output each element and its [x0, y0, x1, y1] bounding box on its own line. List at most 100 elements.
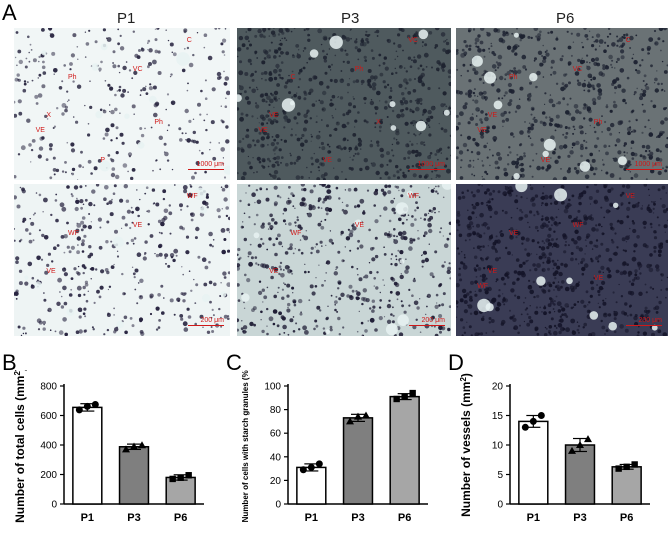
y-axis-label-text: Number of vessels (mm: [459, 382, 473, 517]
micrograph-label: VE: [625, 193, 635, 201]
x-tick-label: P3: [351, 512, 364, 524]
y-tick-label: 0: [51, 500, 57, 511]
bar-p1: [296, 466, 327, 505]
data-point-triangle: [576, 441, 584, 448]
micrograph-label: C: [625, 37, 631, 45]
data-point-square: [177, 474, 184, 481]
bar-chart-vessels: 0 5 10 15 20 P1 P3 P6 Number of vessels (mm2): [459, 373, 650, 524]
micrograph-label: WF: [68, 229, 79, 237]
micrograph-label: VE: [132, 222, 143, 229]
micrograph-label: VE: [487, 111, 498, 119]
x-tick-label: P3: [127, 512, 140, 524]
data-point-triangle: [362, 411, 370, 419]
y-tick-label: 5: [497, 470, 503, 481]
data-point-square: [401, 393, 408, 400]
y-tick-label: 60: [270, 429, 282, 440]
micrograph-label: VE: [258, 126, 268, 134]
data-point-square: [393, 395, 400, 403]
data-point-triangle: [568, 446, 576, 454]
x-tick-label: P1: [527, 512, 540, 524]
bar-p3: [342, 417, 374, 505]
scale-label: 200 μm: [638, 317, 663, 324]
micrograph-label: VE: [593, 275, 604, 283]
y-axis-label-text: Number of cells with starch granules (%): [241, 370, 250, 522]
column-title-p1: P1: [117, 10, 136, 27]
y-tick-label: 10: [492, 441, 504, 452]
scale-bar: [188, 169, 224, 170]
micrograph-label: Ph: [354, 66, 364, 73]
micrograph-label: VE: [540, 157, 551, 165]
data-point-triangle: [122, 445, 130, 453]
y-axis-label-close: ): [13, 370, 27, 371]
y-tick-label: 800: [40, 382, 57, 393]
micrograph-label: WF: [290, 229, 302, 237]
y-axis-label: Number of vessels (mm2): [459, 373, 473, 517]
scale-label: 200 μm: [200, 317, 225, 324]
micrograph-label: P: [100, 157, 106, 165]
micrograph-top-p1: C VC Ph X VE Ph P 1000 μm: [14, 28, 230, 180]
y-tick-label: 200: [40, 470, 57, 481]
bar-chart-starch-granules: 0 20 40 60 80 100 P1 P3 P6 Number of cells with s…: [241, 370, 428, 524]
micrograph-label: VE: [354, 222, 365, 229]
data-point-square: [185, 472, 192, 479]
micrograph-label: Ph: [154, 119, 163, 127]
data-point-square: [615, 465, 622, 472]
data-point-circle: [75, 406, 83, 414]
column-title-p3: P3: [341, 10, 360, 27]
data-point-circle: [315, 460, 323, 468]
micrograph-label: WF: [572, 222, 584, 229]
scale-bar: [626, 169, 662, 170]
bar-p3: [118, 446, 150, 505]
data-point-triangle: [138, 441, 146, 449]
data-point-circle: [83, 402, 91, 410]
y-tick-label: 20: [270, 476, 282, 487]
y-tick-label: 20: [492, 382, 504, 393]
scale-bar: [409, 169, 445, 170]
bar-p1: [72, 406, 103, 505]
micrograph-label: VE: [269, 111, 279, 119]
y-tick-label: 400: [40, 441, 57, 452]
micrograph-label: Ph: [509, 73, 518, 81]
micrograph-texture: [456, 184, 668, 336]
y-tick-label: 600: [40, 411, 57, 422]
micrograph-label: WF: [408, 193, 420, 201]
y-tick-label: 100: [264, 382, 281, 393]
micrograph-label: VE: [487, 267, 498, 275]
data-point-circle: [299, 466, 307, 474]
micrograph-bottom-p3: WF VE WF VE 200 μm: [237, 184, 451, 336]
x-tick-label: P6: [398, 512, 411, 524]
data-point-square: [409, 389, 416, 397]
micrograph-label: Ph: [68, 73, 77, 81]
micrograph-top-p3: VC Ph C VE VE X VE 1000 μm: [237, 28, 451, 180]
panel-letter-a: A: [2, 0, 17, 25]
micrograph-label: WF: [186, 193, 198, 201]
x-tick-label: P3: [573, 512, 586, 524]
y-tick-label: 0: [275, 500, 281, 511]
data-point-circle: [91, 400, 99, 408]
micrograph-label: VC: [132, 66, 143, 73]
y-tick-label: 0: [497, 500, 503, 511]
y-tick-label: 15: [492, 411, 504, 422]
panel-letter-c: C: [226, 350, 242, 375]
micrograph-bottom-p6: VE WF VE VE WF VE 200 μm: [456, 184, 668, 336]
micrograph-label: VE: [322, 157, 332, 165]
micrograph-texture: [237, 184, 451, 336]
column-title-p6: P6: [556, 10, 575, 27]
micrograph-label: VE: [509, 229, 519, 237]
bar-p6: [611, 466, 642, 505]
data-point-circle: [537, 412, 545, 419]
micrograph-label: X: [376, 119, 381, 127]
x-tick-label: P6: [174, 512, 187, 524]
micrograph-label: X: [46, 111, 52, 119]
micrograph-top-p6: C VC Ph VE VE Ph VE 1000 μm: [456, 28, 668, 180]
data-point-triangle: [354, 412, 362, 420]
micrograph-texture: [14, 184, 230, 336]
scale-bar: [409, 325, 445, 326]
x-tick-label: P1: [81, 512, 94, 524]
micrograph-texture: [14, 28, 230, 180]
panel-letter-b: B: [2, 350, 17, 375]
micrograph-texture: [237, 28, 451, 180]
micrograph-texture: [456, 28, 668, 180]
micrograph-label: Ph: [593, 119, 603, 127]
bar-p6: [389, 395, 420, 505]
